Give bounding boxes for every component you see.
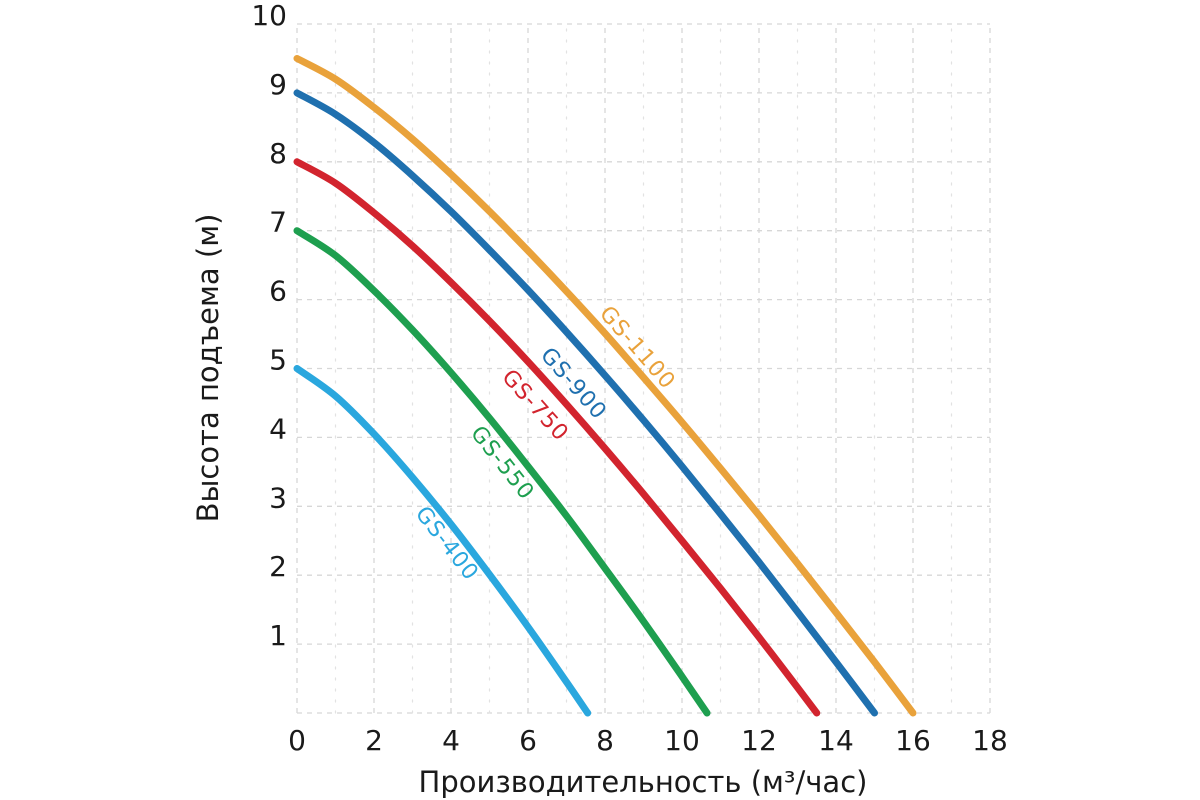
x-tick-label-18: 18 (972, 724, 1008, 757)
curve-GS-1100 (293, 54, 917, 717)
y-tick-label-8: 8 (269, 137, 287, 170)
x-tick-label-6: 6 (519, 724, 537, 757)
y-tick-label-10: 10 (251, 0, 287, 32)
x-tick-label-12: 12 (741, 724, 777, 757)
x-tick-label-16: 16 (895, 724, 931, 757)
curves-layer (293, 54, 917, 717)
y-tick-label-9: 9 (269, 68, 287, 101)
grid-layer (296, 23, 991, 714)
y-tick-label-1: 1 (269, 619, 287, 652)
y-axis-title: Высота подъема (м) (191, 214, 225, 523)
x-tick-label-8: 8 (596, 724, 614, 757)
y-tick-label-2: 2 (269, 550, 287, 583)
curve-GS-750 (293, 158, 821, 717)
curve-GS-900 (293, 89, 878, 717)
x-tick-label-0: 0 (288, 724, 306, 757)
y-tick-label-5: 5 (269, 344, 287, 377)
y-tick-label-3: 3 (269, 481, 287, 514)
x-tick-label-14: 14 (818, 724, 854, 757)
x-axis-title: Производительность (м³/час) (419, 765, 868, 799)
x-tick-label-10: 10 (664, 724, 700, 757)
curve-GS-550 (293, 227, 711, 717)
y-tick-label-7: 7 (269, 206, 287, 239)
y-tick-label-4: 4 (269, 412, 287, 445)
x-tick-label-4: 4 (442, 724, 460, 757)
curve-GS-400 (293, 365, 592, 717)
y-tick-label-6: 6 (269, 275, 287, 308)
x-tick-label-2: 2 (365, 724, 383, 757)
